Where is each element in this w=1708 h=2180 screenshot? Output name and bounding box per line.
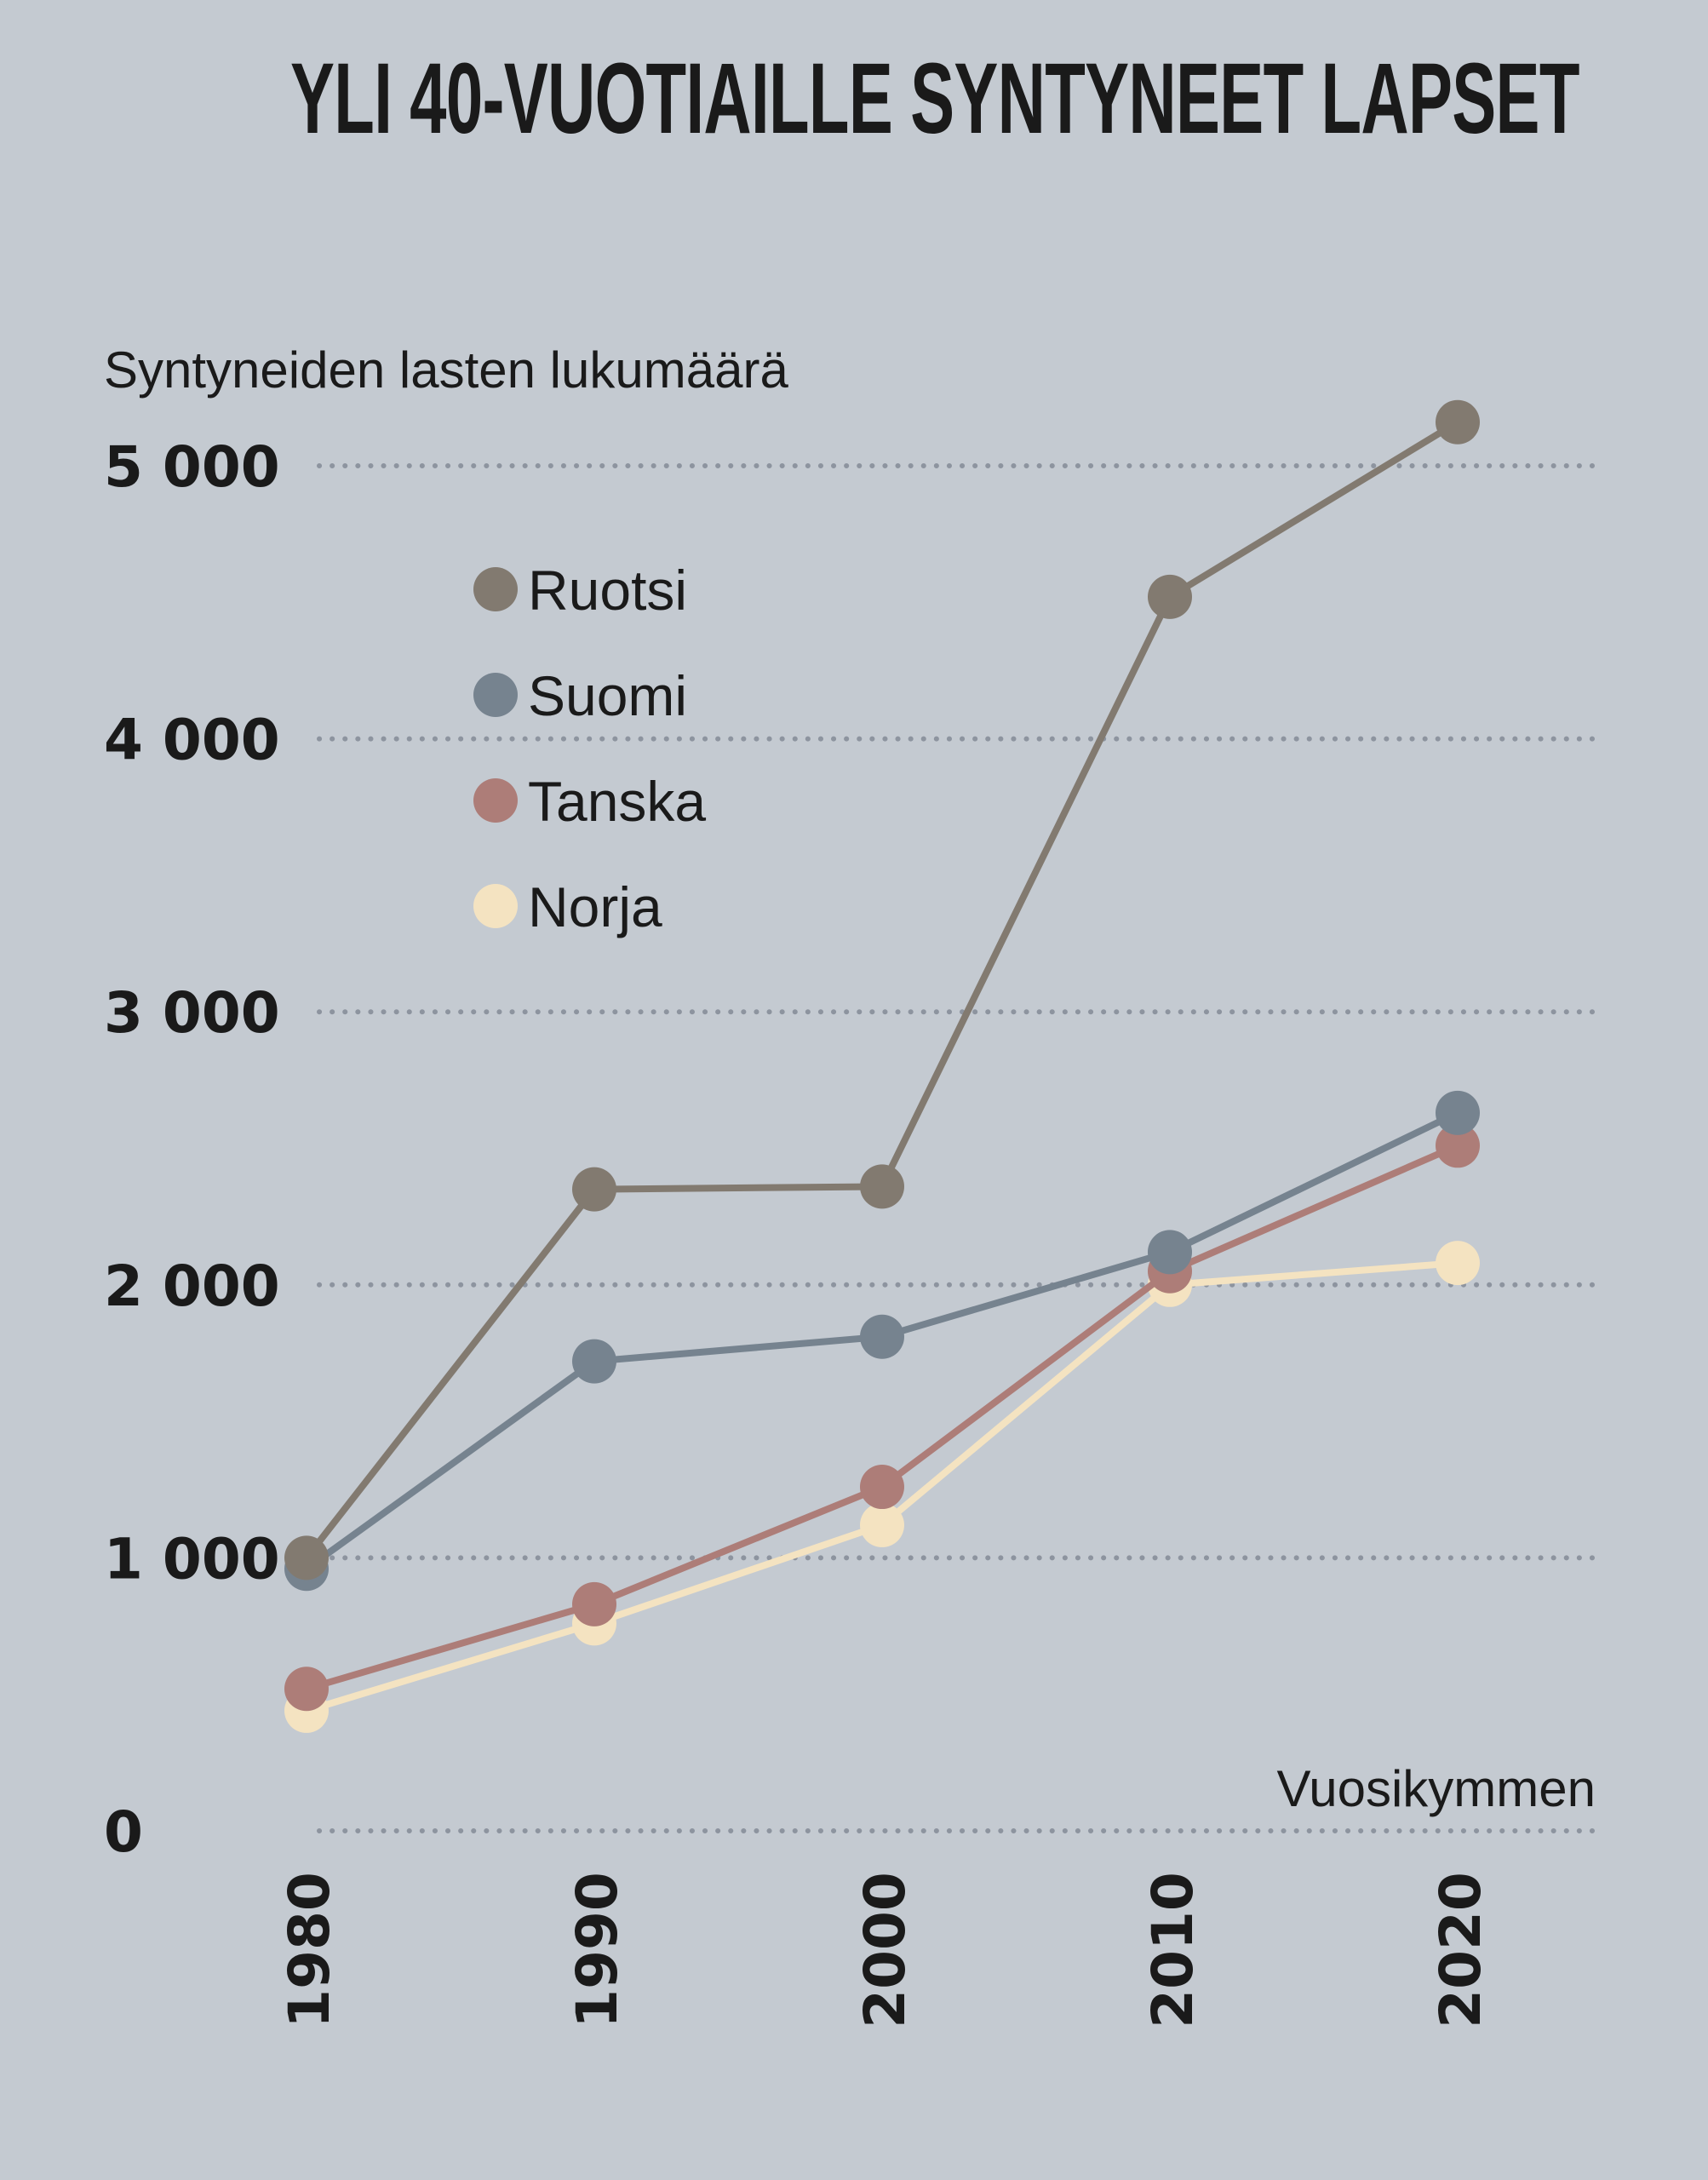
data-point: [572, 1339, 616, 1384]
legend-label: Ruotsi: [528, 559, 687, 622]
y-tick-label: 3 000: [104, 980, 280, 1046]
grid-lines: [317, 463, 1603, 1833]
y-tick-labels: 0 1 000 2 000 3 000 4 000 5 000: [104, 434, 280, 1865]
data-point: [860, 1502, 904, 1547]
x-tick-label: 2000: [852, 1872, 918, 2028]
data-point: [1148, 1230, 1192, 1275]
data-point: [860, 1164, 904, 1209]
data-point: [860, 1314, 904, 1359]
y-tick-label: 5 000: [104, 434, 280, 500]
data-point: [1436, 1090, 1480, 1135]
legend: Ruotsi Suomi Tanska Norja: [473, 559, 706, 938]
data-point: [284, 1535, 329, 1580]
data-point: [1436, 399, 1480, 445]
legend-label: Norja: [528, 875, 662, 938]
series-ruotsi: [284, 399, 1480, 1580]
x-tick-label: 2020: [1428, 1872, 1493, 2028]
y-axis-label: Syntyneiden lasten lukumäärä: [104, 341, 788, 399]
legend-label: Suomi: [528, 664, 687, 727]
data-point: [572, 1167, 616, 1212]
data-point: [860, 1465, 904, 1510]
y-tick-label: 0: [104, 1799, 143, 1865]
series-line: [303, 1142, 1461, 1693]
legend-label: Tanska: [528, 770, 706, 833]
data-point: [284, 1667, 329, 1712]
x-tick-label: 2010: [1140, 1872, 1206, 2028]
x-tick-label: 1980: [277, 1872, 342, 2028]
legend-marker: [473, 673, 518, 717]
data-point: [1436, 1241, 1480, 1286]
y-tick-label: 1 000: [104, 1526, 280, 1592]
legend-marker: [473, 778, 518, 823]
legend-marker: [473, 567, 518, 611]
series-lines: [284, 399, 1480, 1733]
series-suomi: [284, 1090, 1480, 1592]
x-tick-labels: 1980 1990 2000 2010 2020: [277, 1872, 1493, 2028]
series-tanska: [284, 1123, 1480, 1712]
x-tick-label: 1990: [565, 1872, 630, 2028]
x-axis-label: Vuosikymmen: [1276, 1760, 1596, 1817]
data-point: [572, 1581, 616, 1626]
y-tick-label: 2 000: [104, 1254, 280, 1319]
data-point: [1436, 1123, 1480, 1168]
chart-title: YLI 40-VUOTIAILLE SYNTYNEET LAPSET: [290, 43, 1579, 155]
data-point: [1148, 574, 1192, 619]
legend-marker: [473, 884, 518, 928]
y-tick-label: 4 000: [104, 708, 280, 773]
